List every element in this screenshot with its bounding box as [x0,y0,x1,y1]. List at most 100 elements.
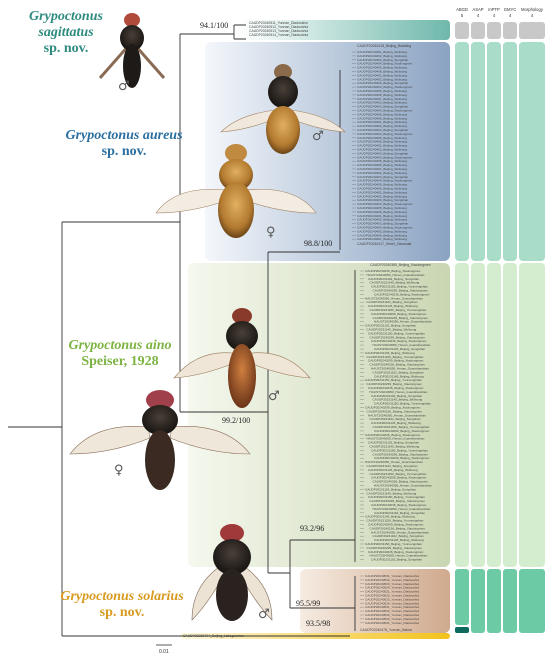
bar-solarius-abgd-split [455,627,469,633]
aureus-tip-label: CAUDP20240403_Beijing_Songshan [357,222,409,226]
aino-tip-label: CAUDP20240299_Beijing_Xiaolongmen [367,546,423,550]
aino-tip-label: CAUDP20231145_Beijing_Wulisong [367,328,417,332]
aino-tip-label: CAUDP20231102_Beijing_Songshan [371,558,422,562]
solarius-tip-label: CAUDP20240534_Yunnan_Diaduoshui [365,601,419,605]
tip-label-solarius-last: CAUDP20240478_Yunnan_Baima [360,628,412,632]
aino-tip-label: CAUDP20231102_Beijing_Songshan [365,487,416,491]
aureus-tip-label: CAUDP20240404_Beijing_Xiaolongmen [357,202,413,206]
aino-tip-label: CAUDP20231145_Beijing_Wulisong [371,421,421,425]
tip-label-aureus-first: CAUDP20240418_Beijing_Badaling [357,44,411,48]
aureus-tip-label: CAUDP20240403_Beijing_Songshan [357,81,409,85]
aino-tip-label: HAUST20240050_Henan_Guanshanshan [370,390,428,394]
aino-tip-label: CAUDP20240236_Beijing_Xiaolongmen [368,550,424,554]
solarius-tip-label: CAUDP20240533_Yunnan_Diaduoshui [365,613,419,617]
aino-tip-label: CAUDP20231102_Beijing_Songshan [367,300,418,304]
species-name: Grypoctonus solarius [60,589,184,604]
aino-tip-label: CAUDP20231150_Beijing_Yunmengshan [365,542,422,546]
aureus-tip-label: CAUDP20240406_Beijing_Wulisong [357,187,407,191]
solarius-tip-label: CAUDP20240533_Yunnan_Diaduoshui [365,597,419,601]
aino-tip-label: CAUDP20231145_Beijing_Wulisong [370,445,420,449]
aureus-tip-label: CAUDP20240405_Beijing_Wulisong [357,136,407,140]
aino-tip-label: CAUDP20231102_Beijing_Songshan [374,511,425,515]
bar-aureus-asap [471,42,485,261]
tip-label-sagittatus-1: CAUDP20240511_Yunnan_Diaduoshui [249,21,308,25]
aino-tip-label: CAUDP20231102_Beijing_Songshan [373,534,424,538]
support-inner: 93.2/96 [300,524,324,533]
species-label-solarius: Grypoctonus solarius sp. nov. [60,589,184,621]
aureus-tip-label: CAUDP20240404_Beijing_Xiaolongmen [357,62,413,66]
bar-aino-abgd [455,263,469,567]
aureus-tip-label: CAUDP20240403_Beijing_Songshan [357,105,409,109]
species-author: sp. nov. [43,41,89,57]
root-branch [8,222,63,636]
tip-label-aino-first: CAUDP20240385_Beijing_Xiaolongmen [370,263,431,267]
bar-sagittatus-morphology [519,22,545,39]
species-author: sp. nov. [101,144,147,160]
solarius-tip-label: CAUDP20240531_Yunnan_Diaduoshui [365,590,419,594]
bar-aino-asap [471,263,485,567]
bar-aureus-gmyc [503,42,517,261]
aino-tip-label: CAUDP20240236_Beijing_Xiaolongmen [370,363,426,367]
aureus-tip-label: CAUDP20240406_Beijing_Wulisong [357,116,407,120]
species-name: Grypoctonus aureus [65,128,183,143]
species-author: sp. nov. [99,605,145,621]
aino-tip-label: CAUDP20240236_Beijing_Xiaolongmen [371,339,427,343]
aureus-tip-label: CAUDP20240403_Beijing_Songshan [357,198,409,202]
aino-tip-label: CAUDP20240299_Beijing_Xiaolongmen [373,289,429,293]
bar-sagittatus-asap [471,22,485,39]
aureus-tip-label: CAUDP20240402_Beijing_Wulisong [357,101,407,105]
solarius-tip-label: CAUDP20240534_Yunnan_Diaduoshui [365,617,419,621]
branch-lower [268,540,291,608]
support-aino: 99.2/100 [222,416,250,425]
aino-tip-label: CAUDP20231145_Beijing_Wulisong [365,515,415,519]
branch-sagittatus [180,24,246,40]
bar-sagittatus-mptp [487,22,501,39]
aureus-tip-label: CAUDP20240404_Beijing_Xiaolongmen [357,85,413,89]
branch-solarius [290,576,356,631]
aureus-tip-label: CAUDP20240401_Beijing_Wulisong [357,214,407,218]
aureus-tip-label: CAUDP20240406_Beijing_Wulisong [357,163,407,167]
aureus-tip-label: CAUDP20240405_Beijing_Wulisong [357,89,407,93]
column-count-asap: 4 [477,13,480,18]
branch-aino-aureus [180,252,269,573]
branch-aureus [268,70,341,253]
aureus-tip-label: CAUDP20240401_Beijing_Wulisong [357,120,407,124]
column-header-abgd: ABGD [456,7,468,12]
aino-tip-label: CAUDP20231145_Beijing_Wulisong [365,351,415,355]
aino-tip-label: HAUST20240050_Henan_Guanshanshan [365,460,423,464]
aureus-tip-label: CAUDP20240402_Beijing_Wulisong [357,77,407,81]
tip-label-sagittatus-2: CAUDP20240512_Yunnan_Diaduoshui [249,25,308,29]
aureus-tip-label: CAUDP20240404_Beijing_Xiaolongmen [357,132,413,136]
aino-tip-label: CAUDP20240236_Beijing_Xiaolongmen [365,433,421,437]
aureus-tip-label: CAUDP20240401_Beijing_Wulisong [357,73,407,77]
aino-tip-label: CAUDP20231150_Beijing_Yunmengshan [368,331,425,335]
solarius-tip-label: CAUDP20240532_Yunnan_Diaduoshui [365,609,419,613]
scale-bar-label: 0.01 [159,649,169,655]
aino-tip-label: CAUDP20240236_Beijing_Xiaolongmen [365,269,421,273]
aureus-tip-label: CAUDP20240406_Beijing_Wulisong [357,233,407,237]
aino-tip-label: CAUDP20231102_Beijing_Songshan [365,324,416,328]
aureus-tip-label: CAUDP20240402_Beijing_Wulisong [357,124,407,128]
aureus-tip-label: CAUDP20240405_Beijing_Wulisong [357,159,407,163]
bar-sagittatus-abgd [455,22,469,39]
aino-tip-label: CAUDP20240299_Beijing_Xiaolongmen [373,452,429,456]
clade-box-sagittatus [240,20,450,40]
aino-tip-label: CAUDP20240299_Beijing_Xiaolongmen [370,335,426,339]
aureus-tip-label: CAUDP20240401_Beijing_Wulisong [357,50,407,54]
aureus-tip-label: CAUDP20240404_Beijing_Xiaolongmen [357,109,413,113]
aino-tip-label: CAUDP20231150_Beijing_Yunmengshan [370,472,427,476]
bar-aino-gmyc [503,263,517,567]
aino-tip-label: CAUDP20231150_Beijing_Yunmengshan [367,519,424,523]
solarius-tip-label: CAUDP20240531_Yunnan_Diaduoshui [365,605,419,609]
insect-sagittatus-male [98,13,166,88]
tip-label-aureus-last: CAUDP20240417_Hebei_Xiaowutai [357,242,412,246]
aino-tip-label: CAUDP20231102_Beijing_Songshan [367,464,418,468]
aino-tip-label: CAUDP20240299_Beijing_Xiaolongmen [368,523,424,527]
aino-tip-label: CAUDP20240236_Beijing_Xiaolongmen [374,292,430,296]
aino-tip-label: CAUDP20231145_Beijing_Wulisong [370,281,420,285]
solarius-tip-label: CAUDP20240532_Yunnan_Diaduoshui [365,594,419,598]
column-header-morphology: Morphology [521,7,544,12]
